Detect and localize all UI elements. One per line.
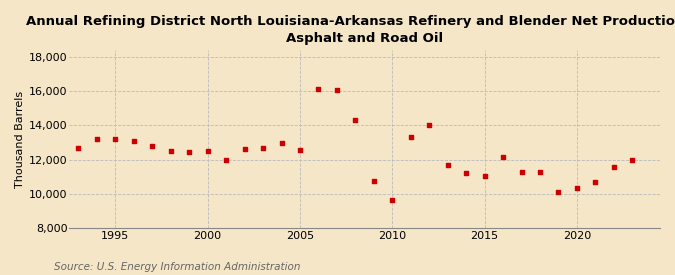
Point [165, 149, 176, 153]
Point [572, 186, 583, 190]
Point [424, 122, 435, 127]
Text: Source: U.S. Energy Information Administration: Source: U.S. Energy Information Administ… [54, 262, 300, 272]
Point [331, 88, 342, 93]
Point [553, 190, 564, 194]
Point [461, 171, 472, 175]
Point [350, 117, 360, 122]
Point [276, 140, 287, 145]
Point [128, 139, 139, 143]
Point [479, 174, 490, 178]
Point [221, 158, 232, 162]
Point [608, 165, 619, 169]
Point [73, 145, 84, 150]
Point [313, 87, 324, 91]
Point [110, 137, 121, 141]
Point [387, 198, 398, 202]
Point [202, 149, 213, 153]
Point [516, 169, 527, 174]
Title: Annual Refining District North Louisiana-Arkansas Refinery and Blender Net Produ: Annual Refining District North Louisiana… [26, 15, 675, 45]
Point [442, 163, 453, 167]
Point [258, 145, 269, 150]
Point [627, 158, 638, 162]
Point [294, 148, 305, 152]
Point [184, 150, 194, 154]
Point [239, 146, 250, 151]
Point [497, 155, 508, 159]
Point [590, 180, 601, 184]
Point [535, 169, 545, 174]
Y-axis label: Thousand Barrels: Thousand Barrels [15, 90, 25, 188]
Point [369, 179, 379, 183]
Point [92, 137, 103, 141]
Point [406, 135, 416, 140]
Point [147, 144, 158, 148]
